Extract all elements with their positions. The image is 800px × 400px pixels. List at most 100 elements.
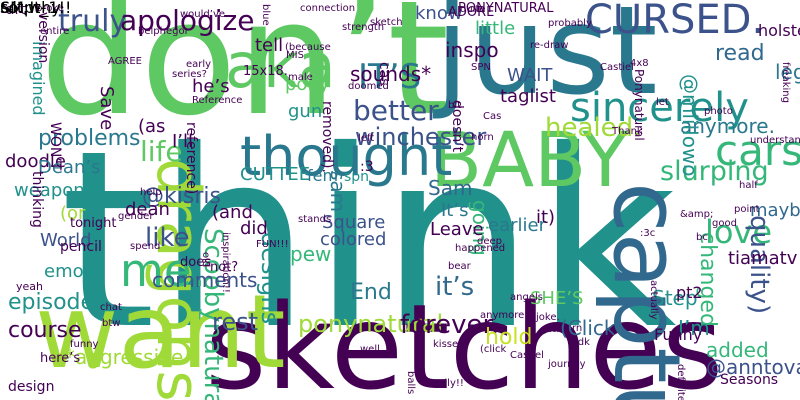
word: winchester	[355, 123, 487, 151]
word: did	[240, 218, 268, 239]
word: connection	[300, 3, 356, 14]
word: bc	[696, 232, 708, 243]
word: photo	[704, 106, 733, 117]
word: pew	[290, 242, 332, 266]
word: emoji	[44, 261, 94, 282]
word: I’ll	[172, 131, 194, 152]
word: better	[353, 94, 439, 127]
word: SMpt_1!!	[0, 0, 72, 17]
word: World	[40, 230, 92, 251]
word: CUTTEE	[240, 164, 311, 185]
word: half	[739, 180, 758, 191]
word: little	[475, 18, 516, 39]
word: pony	[285, 74, 330, 95]
word: it)	[536, 207, 556, 228]
word: definitely	[675, 364, 686, 400]
word: (click	[480, 344, 507, 355]
word: (as	[138, 116, 166, 137]
word: angels	[510, 292, 543, 303]
word: (Click	[560, 316, 616, 340]
word: know	[415, 3, 463, 24]
word: left	[358, 133, 375, 144]
word: gender	[118, 211, 154, 222]
word: balls	[405, 371, 416, 395]
word: It’s	[441, 200, 469, 221]
word: sketches	[205, 278, 724, 400]
word: dean	[125, 199, 170, 220]
word: ADORE	[448, 5, 495, 20]
word: horn	[471, 132, 494, 143]
word: read	[715, 41, 765, 66]
word: love	[705, 213, 773, 251]
word: think	[60, 98, 677, 383]
word: Seasons	[720, 372, 779, 388]
word: doodle	[5, 151, 66, 172]
word: CURSED.	[585, 0, 765, 43]
word: design	[8, 379, 55, 395]
word: does	[180, 255, 211, 270]
word: pencil	[60, 239, 102, 255]
word: just	[435, 0, 658, 122]
word: probably	[548, 18, 592, 29]
word: point	[734, 204, 760, 215]
word: inspo	[445, 38, 499, 62]
word: hold	[485, 325, 533, 350]
word: stands	[298, 214, 332, 225]
word: early	[186, 59, 212, 70]
word: Reference	[192, 95, 243, 106]
word: spn	[344, 169, 370, 185]
word: not?	[210, 260, 239, 275]
word: strength	[342, 22, 385, 33]
word: :3c	[640, 228, 656, 239]
word: MIS	[286, 50, 304, 61]
word: @anntova	[706, 355, 800, 379]
word: slurping	[660, 156, 769, 187]
word: colored	[320, 229, 387, 250]
word: Sam	[428, 176, 473, 200]
word: 4x8	[630, 58, 649, 69]
word: kissed	[433, 339, 465, 350]
word: End	[350, 280, 392, 305]
word: removed).	[319, 101, 335, 173]
word: WON’T	[47, 122, 63, 171]
word: comments	[152, 268, 258, 292]
word: Cas	[483, 111, 502, 122]
word: like	[145, 223, 190, 253]
word: bit	[448, 100, 462, 111]
word: weapon	[14, 180, 85, 201]
word: :3	[360, 159, 374, 175]
word: FUN!!!	[256, 239, 289, 250]
word: changed	[695, 232, 720, 327]
word: Dean’s	[38, 157, 101, 178]
word: thinking	[29, 171, 45, 228]
word: BABY	[430, 115, 629, 204]
word: would’ve	[180, 9, 226, 20]
word: pt2	[676, 283, 703, 302]
word: forever.	[400, 310, 500, 340]
word: tiamatv	[728, 248, 798, 269]
word: Step	[652, 286, 698, 310]
word: good	[712, 218, 737, 229]
word: joke.	[536, 312, 560, 323]
word: Castiel	[600, 62, 634, 73]
word: series?	[172, 69, 207, 80]
word: family!!	[425, 378, 464, 389]
word: Thank	[612, 126, 643, 137]
word: male	[288, 72, 313, 83]
word: Funny	[654, 325, 703, 344]
word: reference)	[183, 122, 199, 195]
word: problems	[38, 126, 141, 151]
word: cars	[715, 126, 800, 175]
word: 15x18.	[243, 64, 288, 79]
word: freaking	[780, 62, 791, 103]
word: spend	[130, 241, 161, 252]
word: leg	[775, 60, 800, 84]
word: (because	[285, 42, 331, 53]
word: sincerely	[570, 85, 749, 131]
word: here’s	[40, 351, 81, 366]
word: earlier	[488, 215, 546, 236]
word: so..why	[0, 0, 61, 17]
word: old	[200, 252, 211, 268]
word: don’t	[40, 0, 450, 151]
